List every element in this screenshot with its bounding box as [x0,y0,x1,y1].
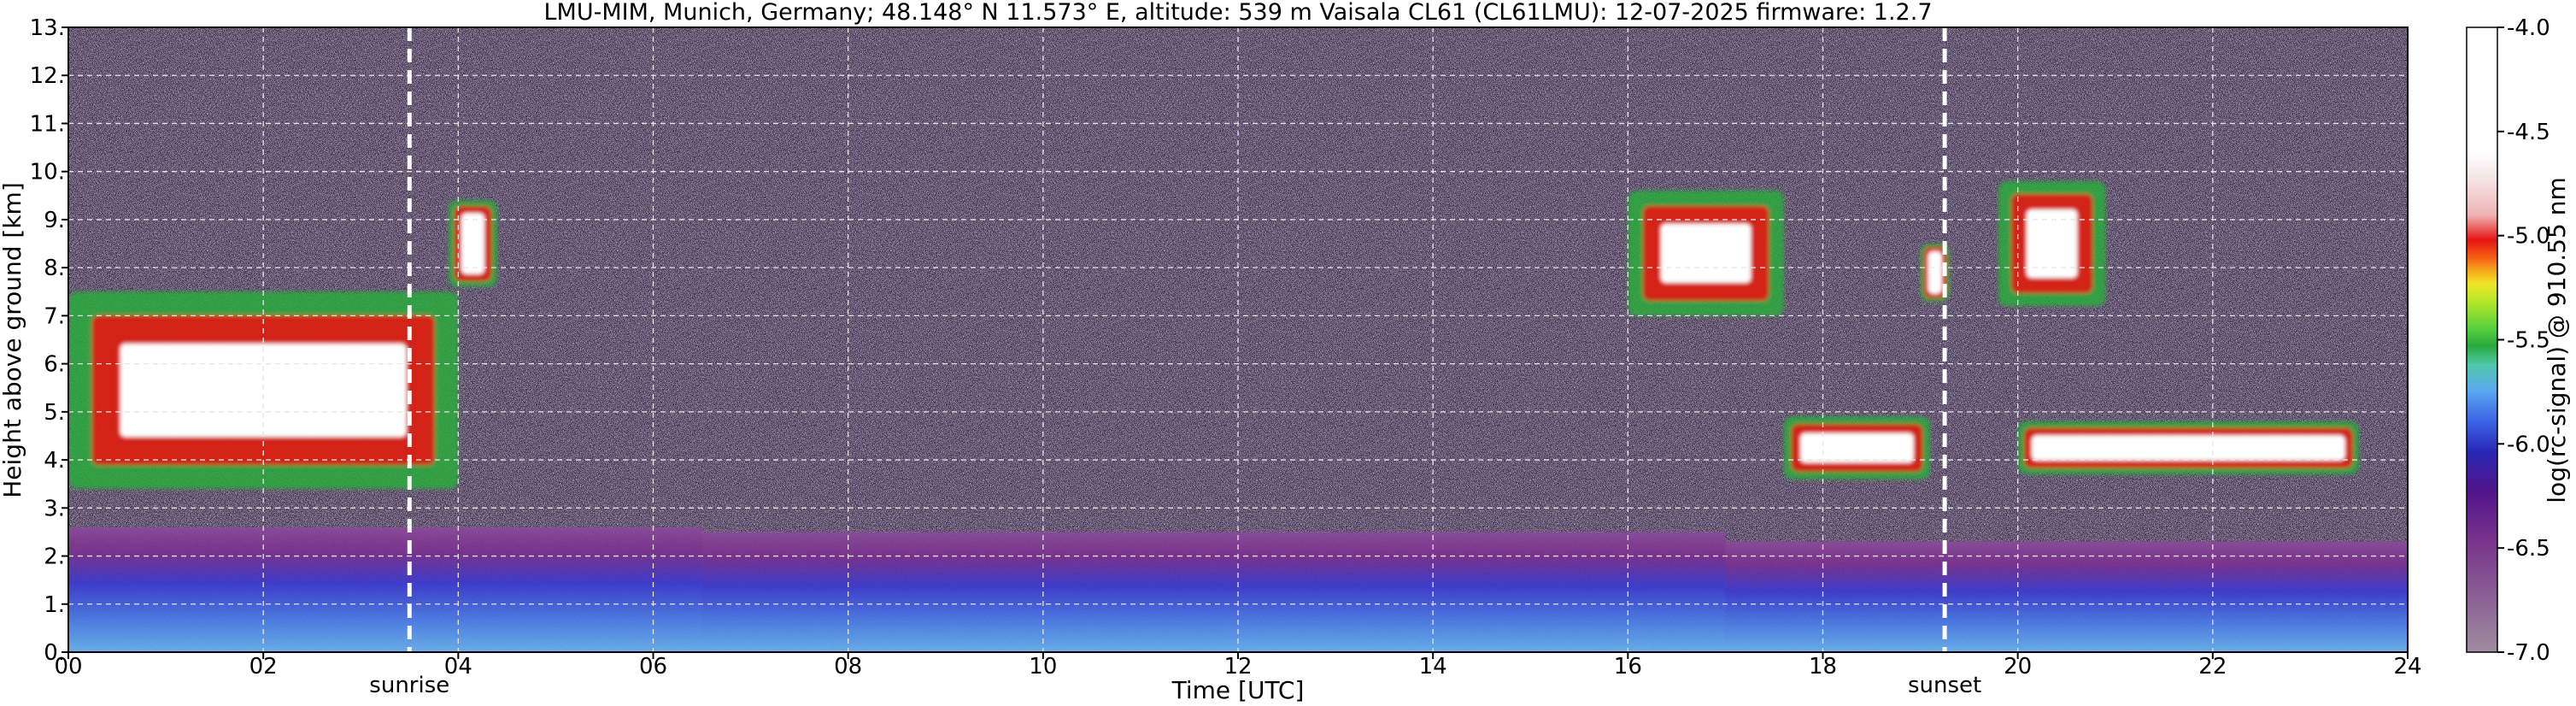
colorbar-tick-label: -5.0 [2507,224,2550,250]
x-axis-ticks: 00 02 04 06 08 10 12 14 16 18 20 22 24 [54,652,2422,680]
colorbar-tick-label: -6.5 [2507,536,2550,562]
colorbar-tick-label: -6.0 [2507,432,2550,457]
colorbar-title: log(rc-signal) @ 910.55 nm [2543,177,2571,503]
cloud-layer [448,200,497,287]
y-axis-ticks: 0. 1. 2. 3. 4. 5. 6. 7. 8. 9. 10. 11. 12. 13. [30,15,68,666]
cloud-layer [1628,191,1784,316]
boundary-layer [68,527,2408,652]
x-tick-label: 08 [834,654,862,680]
cloud-layer-core [1660,223,1752,283]
colorbar-tick-label: -4.0 [2507,15,2550,41]
x-tick-label: 14 [1419,654,1447,680]
colorbar-ticks: -7.0 -6.5 -6.0 -5.5 -5.0 -4.5 -4.0 [2497,15,2550,666]
boundary-layer-band [1725,541,2408,652]
y-tick-label: 8. [44,256,65,281]
y-tick-label: 12. [30,63,65,89]
boundary-layer-band [701,532,1726,652]
cloud-layer [2017,421,2359,474]
colorbar-tick-label: -7.0 [2507,640,2550,666]
y-tick-label: 7. [44,303,65,329]
cloud-layer-core [2031,435,2345,461]
cloud-layer [1783,416,1930,479]
y-tick-label: 0. [44,640,65,666]
colorbar-gradient [2466,26,2498,653]
grid-lines [68,27,2408,652]
x-tick-label: 24 [2393,654,2421,680]
y-tick-label: 5. [44,400,65,426]
cloud-layer [68,291,459,489]
x-tick-label: 10 [1029,654,1057,680]
colorbar: -7.0 -6.5 -6.0 -5.5 -5.0 -4.5 -4.0 log(rc-sign… [2466,15,2571,666]
y-tick-label: 11. [30,111,65,137]
y-tick-label: 2. [44,544,65,570]
y-tick-label: 13. [30,15,65,41]
x-tick-label: 16 [1614,654,1642,680]
x-tick-label: 04 [444,654,472,680]
x-tick-label: 12 [1223,654,1252,680]
y-tick-label: 3. [44,496,65,521]
y-tick-label: 10. [30,160,65,185]
colorbar-tick-label: -5.5 [2507,328,2550,354]
cloud-layer [1998,180,2106,307]
sunset-label: sunset [1908,673,1981,698]
chart-title: LMU-MIM, Munich, Germany; 48.148° N 11.5… [543,0,1932,26]
cloud-layer-core [1800,432,1914,463]
x-axis-title: Time [UTC] [1171,676,1305,704]
cloud-layer-core [461,213,484,274]
boundary-layer-band [68,527,702,652]
sun-event-lines [407,27,1947,652]
x-tick-label: 20 [2004,654,2032,680]
x-tick-label: 00 [54,654,82,680]
x-tick-label: 06 [639,654,667,680]
y-tick-label: 9. [44,208,65,233]
x-tick-label: 18 [1809,654,1837,680]
y-axis-title: Height above ground [km] [0,182,26,498]
cloud-layer-core [120,344,407,437]
y-tick-label: 1. [44,592,65,618]
cloud-layer-core [1928,251,1942,294]
sun-event-labels: sunrise sunset [369,673,1981,698]
cloud-layers [68,180,2359,489]
y-tick-label: 6. [44,352,65,378]
x-tick-label: 22 [2198,654,2227,680]
plot-area [68,27,2408,652]
colorbar-tick-label: -4.5 [2507,120,2550,145]
cloud-layer-core [2026,209,2078,279]
sunrise-label: sunrise [369,673,449,698]
y-tick-label: 4. [44,448,65,474]
x-tick-label: 02 [249,654,278,680]
cloud-layer [1920,244,1950,302]
